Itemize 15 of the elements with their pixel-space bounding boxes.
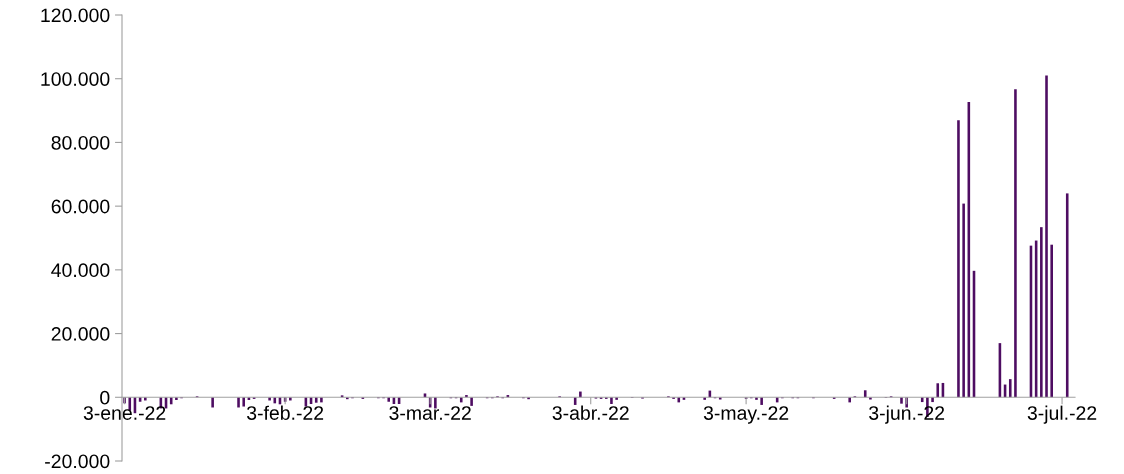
y-tick-label: -20.000 (45, 454, 110, 469)
y-tick-label: 80.000 (51, 135, 110, 150)
x-tick-label: 3-mar.-22 (389, 406, 471, 420)
y-tick-label: 100.000 (41, 72, 110, 86)
x-tick-label: 3-jun.-22 (869, 405, 945, 424)
y-tick-label: 40.000 (51, 263, 110, 278)
y-tick-label: 20.000 (51, 327, 110, 341)
x-tick-label: 3-feb.-22 (246, 405, 324, 420)
x-tick-label: 3-abr.-22 (552, 405, 629, 420)
y-tick-label: 120.000 (41, 8, 110, 23)
x-tick-label: 3-ene.-22 (83, 406, 166, 420)
x-tick-label: 3-may.-22 (703, 406, 789, 424)
y-tick-label: 60.000 (51, 199, 110, 214)
x-tick-label: 3-jul.-22 (1027, 405, 1097, 424)
y-tick-label: 0 (100, 390, 110, 405)
